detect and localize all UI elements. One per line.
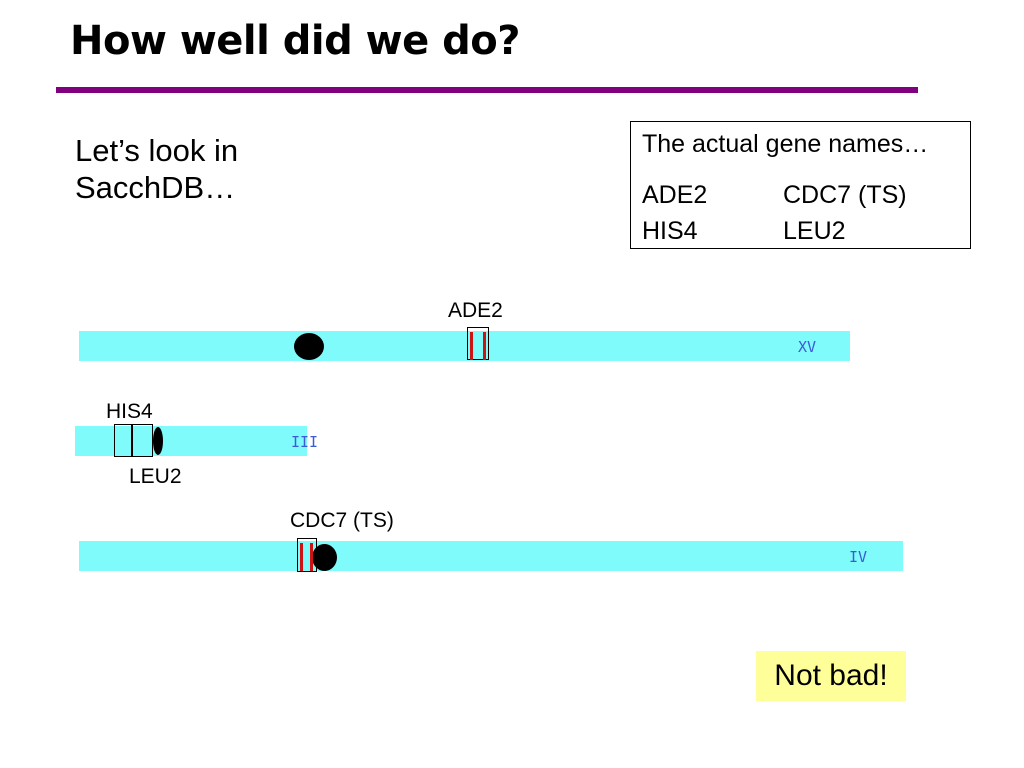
chromosome-iii (75, 426, 307, 456)
ade2-locus-line-left (470, 332, 473, 360)
leu2-label: LEU2 (129, 465, 182, 488)
gene-name-ade2: ADE2 (642, 181, 708, 209)
cdc7-gene-marker (297, 538, 317, 572)
gene-names-box: The actual gene names… ADE2 CDC7 (TS) HI… (630, 121, 971, 249)
chromosome-xv (79, 331, 850, 361)
slide-title: How well did we do? (70, 18, 521, 64)
gene-name-his4: HIS4 (642, 217, 698, 245)
intro-line-1: Let’s look in (75, 133, 239, 168)
intro-line-2: SacchDB… (75, 170, 236, 205)
cdc7-locus-line-left (300, 543, 303, 571)
chromosome-iv-label: IV (849, 548, 868, 566)
ade2-label: ADE2 (448, 299, 503, 322)
cdc7-label: CDC7 (TS) (290, 509, 394, 532)
chromosome-iv (79, 541, 903, 571)
intro-text: Let’s look in SacchDB… (75, 132, 238, 206)
ade2-gene-marker (467, 327, 489, 360)
verdict-callout: Not bad! (756, 651, 906, 701)
chromosome-xv-label: XV (798, 338, 817, 356)
gene-name-cdc7: CDC7 (TS) (783, 181, 907, 209)
chromosome-iii-label: III (291, 433, 319, 451)
centromere-xv (294, 333, 324, 360)
ade2-locus-line-right (483, 332, 486, 360)
cdc7-locus-line-right (310, 543, 313, 571)
gene-names-header: The actual gene names… (642, 130, 929, 158)
leu2-gene-marker (131, 424, 153, 457)
his4-gene-marker (114, 424, 133, 457)
gene-name-leu2: LEU2 (783, 217, 846, 245)
title-underline (56, 87, 918, 93)
his4-label: HIS4 (106, 400, 153, 423)
centromere-iii (153, 427, 163, 455)
